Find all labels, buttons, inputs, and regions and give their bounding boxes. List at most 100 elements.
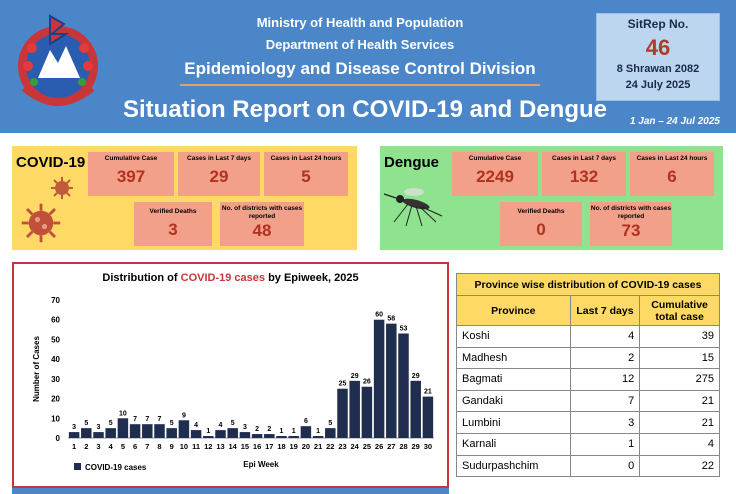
covid-last7-card: Cases in Last 7 days 29 [178, 152, 260, 196]
data-label: 10 [119, 410, 127, 417]
bar [386, 323, 397, 438]
dengue-title: Dengue [384, 154, 440, 171]
data-label: 6 [304, 418, 308, 425]
cumulative-value: 22 [639, 454, 720, 478]
province-name: Sudurpashchim [456, 454, 571, 478]
dengue-districts-label: No. of districts with cases reported [590, 205, 672, 220]
x-tick-label: 15 [241, 442, 249, 451]
chart-title-post: by Epiweek, 2025 [265, 272, 359, 284]
covid-last24-card: Cases in Last 24 hours 5 [264, 152, 348, 196]
dengue-districts-value: 73 [621, 221, 641, 240]
bar [154, 424, 165, 438]
y-tick-label: 10 [51, 414, 60, 423]
date-range: 1 Jan – 24 Jul 2025 [629, 116, 720, 127]
y-tick-label: 60 [51, 316, 60, 325]
x-tick-label: 16 [253, 442, 261, 451]
last7-value: 1 [569, 432, 641, 456]
virus-icon [51, 177, 73, 199]
dengue-last7-value: 132 [569, 167, 599, 186]
x-tick-label: 5 [121, 442, 125, 451]
y-tick-label: 50 [51, 335, 60, 344]
x-tick-label: 27 [387, 442, 395, 451]
province-name: Bagmati [456, 368, 571, 391]
nepal-emblem-icon [18, 14, 98, 106]
epiweek-chart-box: Distribution of COVID-19 cases by Epiwee… [12, 262, 449, 488]
data-label: 3 [243, 424, 247, 431]
data-label: 26 [363, 379, 371, 386]
bar [68, 432, 80, 438]
bar [117, 418, 129, 438]
bar [325, 428, 336, 438]
table-row: Bagmati 12 275 [456, 368, 720, 391]
chart-title-highlight: COVID-19 cases [180, 272, 266, 284]
data-label: 1 [316, 428, 320, 435]
x-tick-label: 10 [180, 442, 188, 451]
province-name: Lumbini [456, 411, 571, 434]
x-tick-label: 28 [399, 442, 407, 451]
table-row: Koshi 4 39 [456, 325, 720, 348]
dengue-cumulative-value: 2249 [476, 167, 514, 186]
virus-large-icon [21, 203, 61, 243]
bar [203, 436, 214, 438]
bar [410, 380, 421, 438]
last7-value: 3 [569, 411, 641, 434]
x-tick-label: 9 [170, 442, 174, 451]
data-label: 9 [182, 412, 186, 419]
x-tick-label: 7 [145, 442, 149, 451]
bar [337, 388, 348, 438]
cumulative-value: 275 [639, 368, 720, 391]
data-label: 5 [231, 420, 235, 427]
x-tick-label: 29 [412, 442, 420, 451]
province-name: Madhesh [456, 346, 571, 370]
dengue-cumulative-label: Cumulative Case [468, 155, 522, 162]
chart-title-pre: Distribution of [102, 272, 181, 284]
last7-value: 12 [569, 368, 641, 391]
dengue-deaths-value: 0 [536, 220, 546, 239]
ministry-name: Ministry of Health and Population [256, 15, 464, 30]
x-tick-label: 21 [314, 442, 322, 451]
province-table: Province wise distribution of COVID-19 c… [456, 273, 720, 478]
last7-value: 0 [569, 454, 641, 478]
covid-cumulative-label: Cumulative Case [104, 155, 158, 162]
data-label: 3 [97, 424, 101, 431]
cumulative-value: 4 [639, 432, 720, 456]
division-name: Epidemiology and Disease Control Divisio… [184, 59, 536, 78]
y-tick-label: 20 [51, 395, 60, 404]
chart-title: Distribution of COVID-19 cases by Epiwee… [14, 272, 447, 284]
dengue-last7-label: Cases in Last 7 days [552, 155, 616, 162]
sitrep-label: SitRep No. [627, 17, 689, 31]
table-row: Lumbini 3 21 [456, 411, 720, 434]
data-label: 21 [424, 389, 432, 396]
last7-value: 7 [569, 389, 641, 413]
covid-districts-value: 48 [252, 221, 272, 240]
data-label: 7 [145, 416, 149, 423]
y-tick-label: 40 [51, 355, 60, 364]
data-label: 7 [133, 416, 137, 423]
data-label: 29 [412, 373, 420, 380]
x-tick-label: 11 [192, 442, 200, 451]
data-label: 5 [109, 420, 113, 427]
data-label: 2 [267, 426, 271, 433]
province-name: Karnali [456, 432, 571, 456]
report-title: Situation Report on COVID-19 and Dengue [122, 96, 608, 123]
legend-label: COVID-19 cases [85, 463, 147, 472]
covid-panel: COVID-19 Cumulative Case 397 Cases in La… [12, 146, 357, 250]
bottom-strip [12, 488, 449, 494]
last7-value: 4 [569, 325, 641, 348]
cumulative-value: 15 [639, 346, 720, 370]
sitrep-date-np: 8 Shrawan 2082 [616, 63, 700, 75]
bar [178, 420, 190, 438]
data-label: 58 [387, 316, 395, 323]
data-label: 4 [194, 422, 198, 429]
y-tick-label: 30 [51, 375, 60, 384]
table-row: Sudurpashchim 0 22 [456, 454, 720, 478]
x-tick-label: 26 [375, 442, 383, 451]
y-tick-label: 70 [51, 296, 60, 305]
x-tick-label: 12 [204, 442, 212, 451]
x-tick-label: 17 [265, 442, 273, 451]
x-tick-label: 18 [277, 442, 285, 451]
bar [93, 432, 104, 438]
bar [129, 424, 141, 438]
province-table-box: Province wise distribution of COVID-19 c… [456, 273, 720, 478]
last7-header: Last 7 days [569, 295, 641, 326]
